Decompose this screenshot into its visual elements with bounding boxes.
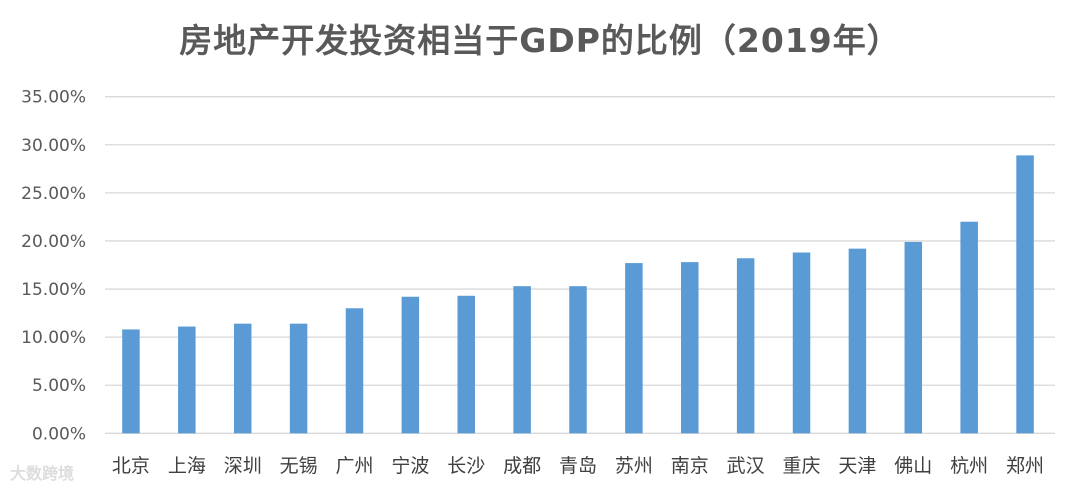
x-tick-label: 南京 (671, 455, 709, 477)
bar-青岛 (569, 286, 587, 434)
x-tick-label: 广州 (335, 455, 373, 477)
bar-天津 (848, 248, 867, 434)
bar-深圳 (233, 323, 252, 434)
bar-无锡 (289, 323, 308, 434)
y-tick-label: 15.00% (21, 280, 86, 300)
x-tick-label: 佛山 (894, 455, 932, 477)
x-tick-label: 杭州 (950, 455, 988, 477)
y-tick-label: 5.00% (32, 376, 86, 396)
x-tick-label: 长沙 (447, 455, 485, 477)
bar-郑州 (1016, 155, 1034, 434)
bar-重庆 (792, 252, 811, 434)
x-tick-label: 青岛 (559, 455, 597, 477)
bar-宁波 (401, 296, 420, 434)
x-tick-label: 天津 (838, 455, 876, 477)
bar-苏州 (625, 263, 643, 434)
watermark: 大数跨境 (10, 464, 75, 483)
y-tick-label: 10.00% (21, 328, 86, 348)
bar-北京 (122, 329, 140, 434)
x-tick-label: 上海 (168, 455, 206, 477)
bar-上海 (178, 326, 196, 434)
bar-杭州 (960, 221, 978, 434)
bar-成都 (513, 286, 531, 434)
y-tick-label: 30.00% (21, 136, 86, 156)
bar-南京 (681, 262, 699, 434)
x-tick-label: 重庆 (783, 455, 821, 477)
x-tick-label: 武汉 (727, 455, 765, 477)
y-tick-label: 0.00% (32, 424, 86, 444)
x-tick-label: 北京 (112, 455, 150, 477)
chart-title: 房地产开发投资相当于GDP的比例（2019年） (179, 21, 901, 60)
y-tick-label: 35.00% (21, 88, 86, 108)
x-tick-label: 无锡 (280, 455, 318, 477)
x-tick-label: 苏州 (615, 455, 653, 477)
bar-佛山 (904, 241, 923, 434)
x-tick-label: 深圳 (224, 455, 262, 477)
bar-广州 (345, 308, 364, 434)
bar-武汉 (736, 258, 755, 434)
bar-长沙 (457, 295, 475, 434)
y-tick-label: 25.00% (21, 184, 86, 204)
x-tick-label: 宁波 (391, 455, 429, 477)
x-tick-label: 成都 (503, 455, 541, 477)
x-tick-label: 郑州 (1006, 455, 1044, 477)
y-tick-label: 20.00% (21, 232, 86, 252)
